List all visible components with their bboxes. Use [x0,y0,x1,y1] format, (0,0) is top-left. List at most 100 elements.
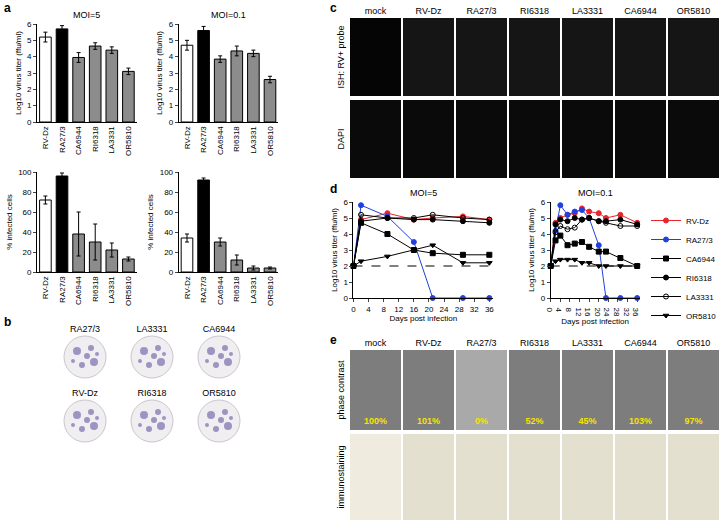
svg-text:MOI=0.1: MOI=0.1 [211,10,246,20]
svg-text:mock: mock [365,338,387,348]
svg-text:12: 12 [394,305,403,314]
svg-text:c: c [330,1,337,15]
svg-text:20: 20 [23,248,32,257]
svg-text:20: 20 [593,308,602,317]
svg-text:LA3331: LA3331 [249,126,258,154]
svg-text:36: 36 [485,305,494,314]
svg-text:LA3331: LA3331 [107,276,116,304]
svg-text:4: 4 [343,230,348,239]
svg-text:RV-Dz: RV-Dz [183,126,192,149]
svg-text:5: 5 [541,214,546,223]
svg-text:RI6318: RI6318 [686,274,712,283]
svg-text:CA6944: CA6944 [686,255,715,264]
svg-text:100: 100 [160,168,174,177]
svg-text:2: 2 [343,262,348,271]
svg-text:% infected cells: % infected cells [5,194,14,250]
svg-text:RV-Dz: RV-Dz [183,276,192,299]
svg-text:103%: 103% [629,416,652,426]
svg-text:101%: 101% [417,416,440,426]
svg-text:36: 36 [631,308,640,317]
svg-text:4: 4 [554,308,563,313]
svg-text:2: 2 [27,85,32,94]
svg-text:0: 0 [27,268,32,277]
svg-text:0%: 0% [475,416,488,426]
svg-text:e: e [330,333,337,347]
svg-text:MOI=5: MOI=5 [73,10,100,20]
svg-text:Log10 virus titer (ffu/ml): Log10 virus titer (ffu/ml) [330,208,339,292]
svg-text:0: 0 [169,118,174,127]
svg-text:OR5810: OR5810 [124,126,133,156]
svg-text:CA6944: CA6944 [74,126,83,155]
svg-text:RI6318: RI6318 [232,276,241,302]
svg-text:0: 0 [351,305,356,314]
svg-text:Days post infection: Days post infection [561,317,629,326]
svg-text:20: 20 [164,248,173,257]
svg-text:LA3331: LA3331 [136,324,167,334]
svg-text:OR5810: OR5810 [686,312,716,321]
svg-text:0: 0 [541,294,546,303]
svg-text:LA3331: LA3331 [572,338,603,348]
svg-text:60: 60 [23,208,32,217]
svg-text:4: 4 [169,52,174,61]
svg-text:RV-Dz: RV-Dz [686,217,709,226]
svg-text:RI6318: RI6318 [520,6,549,16]
svg-text:phase contrast: phase contrast [336,360,346,420]
svg-text:ISH: RV+ probe: ISH: RV+ probe [336,25,346,88]
svg-text:3: 3 [541,246,546,255]
svg-text:32: 32 [622,308,631,317]
svg-text:1: 1 [541,278,546,287]
svg-text:OR5810: OR5810 [202,388,236,398]
svg-text:1: 1 [343,278,348,287]
svg-text:RI6318: RI6318 [91,126,100,152]
svg-text:1: 1 [169,101,174,110]
svg-text:4: 4 [27,52,32,61]
svg-text:28: 28 [455,305,464,314]
svg-text:RA27/3: RA27/3 [199,126,208,153]
svg-text:RI6318: RI6318 [232,126,241,152]
svg-text:RV-Dz: RV-Dz [41,276,50,299]
svg-text:RA27/3: RA27/3 [199,276,208,303]
svg-text:Log10 virus titer (ffu/ml): Log10 virus titer (ffu/ml) [14,31,23,115]
svg-text:DAPI: DAPI [336,128,346,149]
svg-text:97%: 97% [684,416,702,426]
svg-text:0: 0 [545,308,554,313]
svg-text:Days post infection: Days post infection [389,314,457,323]
svg-text:RV-Dz: RV-Dz [41,126,50,149]
svg-text:28: 28 [612,308,621,317]
svg-text:60: 60 [164,208,173,217]
svg-text:5: 5 [169,36,174,45]
svg-text:40: 40 [164,228,173,237]
svg-text:3: 3 [343,246,348,255]
svg-text:RI6318: RI6318 [137,388,166,398]
svg-text:% infected cells: % infected cells [146,194,155,250]
svg-text:45%: 45% [578,416,596,426]
svg-text:80: 80 [164,188,173,197]
svg-text:immunostaining: immunostaining [336,445,346,508]
svg-text:RA27/3: RA27/3 [686,236,713,245]
svg-text:80: 80 [23,188,32,197]
svg-text:16: 16 [409,305,418,314]
svg-text:CA6944: CA6944 [74,276,83,305]
svg-text:RA27/3: RA27/3 [466,6,496,16]
svg-text:RA27/3: RA27/3 [58,126,67,153]
svg-text:MOI=0.1: MOI=0.1 [578,188,613,198]
svg-text:OR5810: OR5810 [677,6,711,16]
svg-text:RA27/3: RA27/3 [70,324,100,334]
svg-text:6: 6 [169,20,174,29]
svg-text:RA27/3: RA27/3 [466,338,496,348]
svg-text:OR5810: OR5810 [266,276,275,306]
svg-text:0: 0 [343,294,348,303]
svg-text:RI6318: RI6318 [91,276,100,302]
svg-text:RV-Dz: RV-Dz [416,6,442,16]
svg-text:CA6944: CA6944 [624,6,657,16]
svg-text:3: 3 [169,69,174,78]
svg-text:Log10 virus titer (ffu/ml): Log10 virus titer (ffu/ml) [527,208,536,292]
svg-text:8: 8 [381,305,386,314]
svg-text:RA27/3: RA27/3 [58,276,67,303]
svg-text:1: 1 [27,101,32,110]
svg-text:3: 3 [27,69,32,78]
svg-text:mock: mock [365,6,387,16]
svg-text:24: 24 [602,308,611,317]
svg-text:0: 0 [169,268,174,277]
svg-text:CA6944: CA6944 [216,126,225,155]
